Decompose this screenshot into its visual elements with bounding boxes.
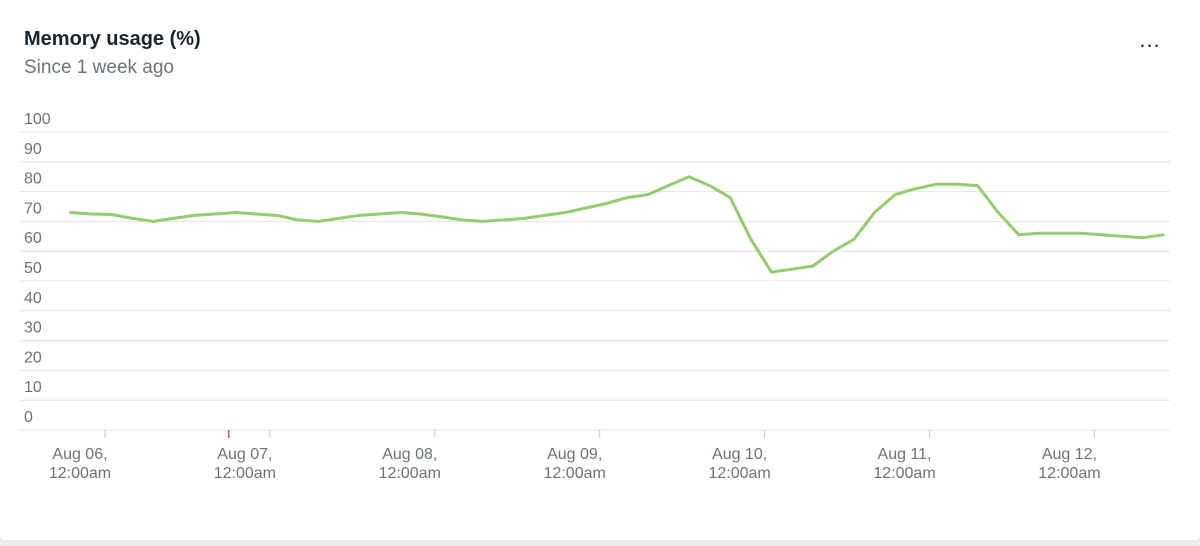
- x-tick-label-time: 12:00am: [214, 465, 276, 482]
- y-tick-label: 100: [24, 111, 51, 128]
- y-tick-label: 70: [24, 200, 42, 217]
- chart-subtitle: Since 1 week ago: [24, 57, 174, 78]
- x-tick-label-date: Aug 09,: [547, 446, 602, 463]
- y-tick-label: 50: [24, 260, 42, 277]
- y-tick-label: 20: [24, 349, 42, 366]
- chart-title: Memory usage (%): [24, 28, 201, 50]
- y-tick-label: 10: [24, 379, 42, 396]
- y-tick-label: 90: [24, 141, 42, 158]
- y-tick-label: 60: [24, 230, 42, 247]
- x-tick-label-date: Aug 06,: [52, 446, 107, 463]
- x-tick-label-date: Aug 10,: [712, 446, 767, 463]
- y-tick-label: 80: [24, 171, 42, 188]
- x-tick-label-time: 12:00am: [49, 465, 111, 482]
- y-tick-label: 30: [24, 320, 42, 337]
- y-tick-label: 40: [24, 290, 42, 307]
- x-tick-label-time: 12:00am: [544, 465, 606, 482]
- more-options-icon[interactable]: ...: [1139, 27, 1161, 52]
- x-tick-label-date: Aug 12,: [1042, 446, 1097, 463]
- x-tick-label-date: Aug 07,: [217, 446, 272, 463]
- x-tick-label-date: Aug 08,: [382, 446, 437, 463]
- x-tick-label-time: 12:00am: [873, 465, 935, 482]
- x-tick-label-date: Aug 11,: [878, 446, 932, 463]
- y-tick-label: 0: [24, 409, 33, 426]
- x-tick-label-time: 12:00am: [379, 465, 441, 482]
- series-line: [69, 175, 1165, 274]
- x-tick-label-time: 12:00am: [1038, 465, 1100, 482]
- x-tick-label-time: 12:00am: [708, 465, 770, 482]
